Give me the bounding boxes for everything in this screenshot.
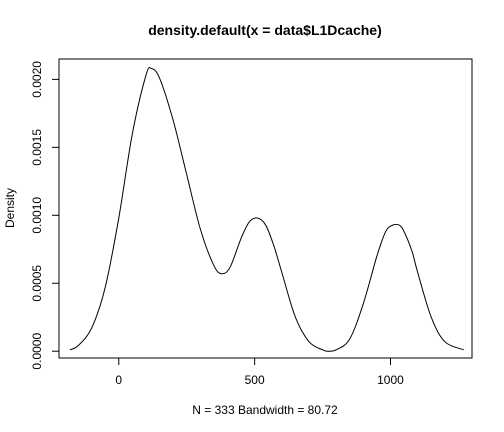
chart-title: density.default(x = data$L1Dcache) — [148, 22, 382, 38]
density-curve — [69, 67, 465, 352]
y-tick-label: 0.0015 — [30, 129, 44, 166]
y-tick-label: 0.0020 — [30, 61, 44, 98]
x-tick-label: 0 — [115, 373, 122, 387]
y-tick-label: 0.0005 — [30, 265, 44, 302]
x-axis-label: N = 333 Bandwidth = 80.72 — [192, 403, 338, 417]
y-axis: 0.0000 0.0005 0.0010 0.0015 0.0020 — [30, 61, 60, 370]
x-tick-label: 1000 — [377, 373, 404, 387]
y-tick-label: 0.0000 — [30, 333, 44, 370]
x-tick-label: 500 — [245, 373, 265, 387]
y-axis-label: Density — [3, 188, 17, 228]
y-tick-label: 0.0010 — [30, 197, 44, 234]
x-axis: 0 500 1000 — [115, 357, 404, 387]
plot-frame — [58, 58, 473, 359]
